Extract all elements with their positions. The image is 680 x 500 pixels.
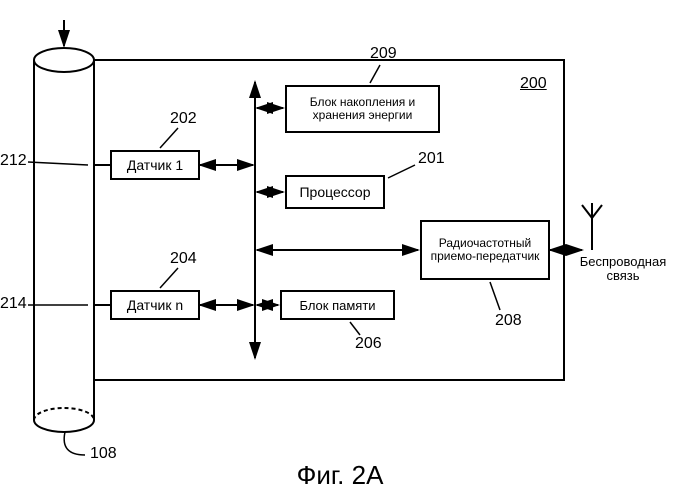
wireless-label: Беспроводная связь — [568, 255, 678, 284]
ref-214: 214 — [0, 295, 27, 313]
ref-212: 212 — [0, 152, 27, 170]
ref-200: 200 — [520, 75, 547, 93]
diagram-canvas: Датчик 1 Датчик n Блок накопления и хран… — [0, 0, 680, 500]
sensor1-box: Датчик 1 — [110, 150, 200, 180]
memory-box: Блок памяти — [280, 290, 395, 320]
processor-box: Процессор — [285, 175, 385, 209]
ref-202: 202 — [170, 110, 197, 128]
figure-caption: Фиг. 2А — [0, 460, 680, 491]
diagram-svg — [0, 0, 680, 500]
ref-209: 209 — [370, 45, 397, 63]
ref-201: 201 — [418, 150, 445, 168]
transceiver-box: Радиочастотный приемо-передатчик — [420, 220, 550, 280]
ref-208: 208 — [495, 312, 522, 330]
ref-206: 206 — [355, 335, 382, 353]
ref-204: 204 — [170, 250, 197, 268]
energy-box: Блок накопления и хранения энергии — [285, 85, 440, 133]
sensorN-box: Датчик n — [110, 290, 200, 320]
